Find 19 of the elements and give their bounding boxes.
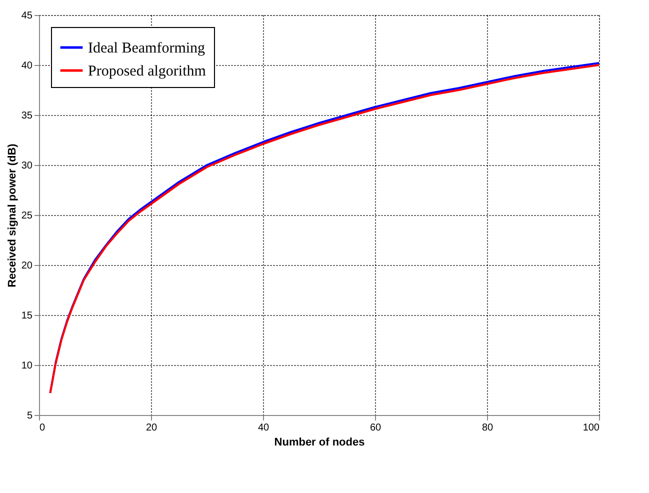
y-axis-title: Received signal power (dB) (6, 143, 18, 288)
y-tick-label: 5 (26, 410, 33, 422)
x-tick-label: 20 (146, 422, 158, 434)
y-tick-label: 10 (21, 360, 33, 372)
y-tick-label: 25 (21, 210, 33, 222)
x-tick-label: 0 (40, 422, 46, 434)
y-tick-label: 35 (21, 110, 33, 122)
y-tick-label: 40 (21, 60, 33, 72)
x-tick-label: 40 (258, 422, 270, 434)
x-tick-label: 100 (582, 422, 600, 434)
legend-label: Ideal Beamforming (88, 40, 206, 56)
y-tick-label: 20 (21, 260, 33, 272)
legend-label: Proposed algorithm (88, 64, 206, 80)
y-tick-label: 45 (21, 10, 33, 22)
x-tick-label: 60 (370, 422, 382, 434)
y-tick-label: 15 (21, 310, 33, 322)
x-axis-title: Number of nodes (274, 436, 365, 448)
x-tick-label: 80 (482, 422, 494, 434)
y-tick-label: 30 (21, 160, 33, 172)
